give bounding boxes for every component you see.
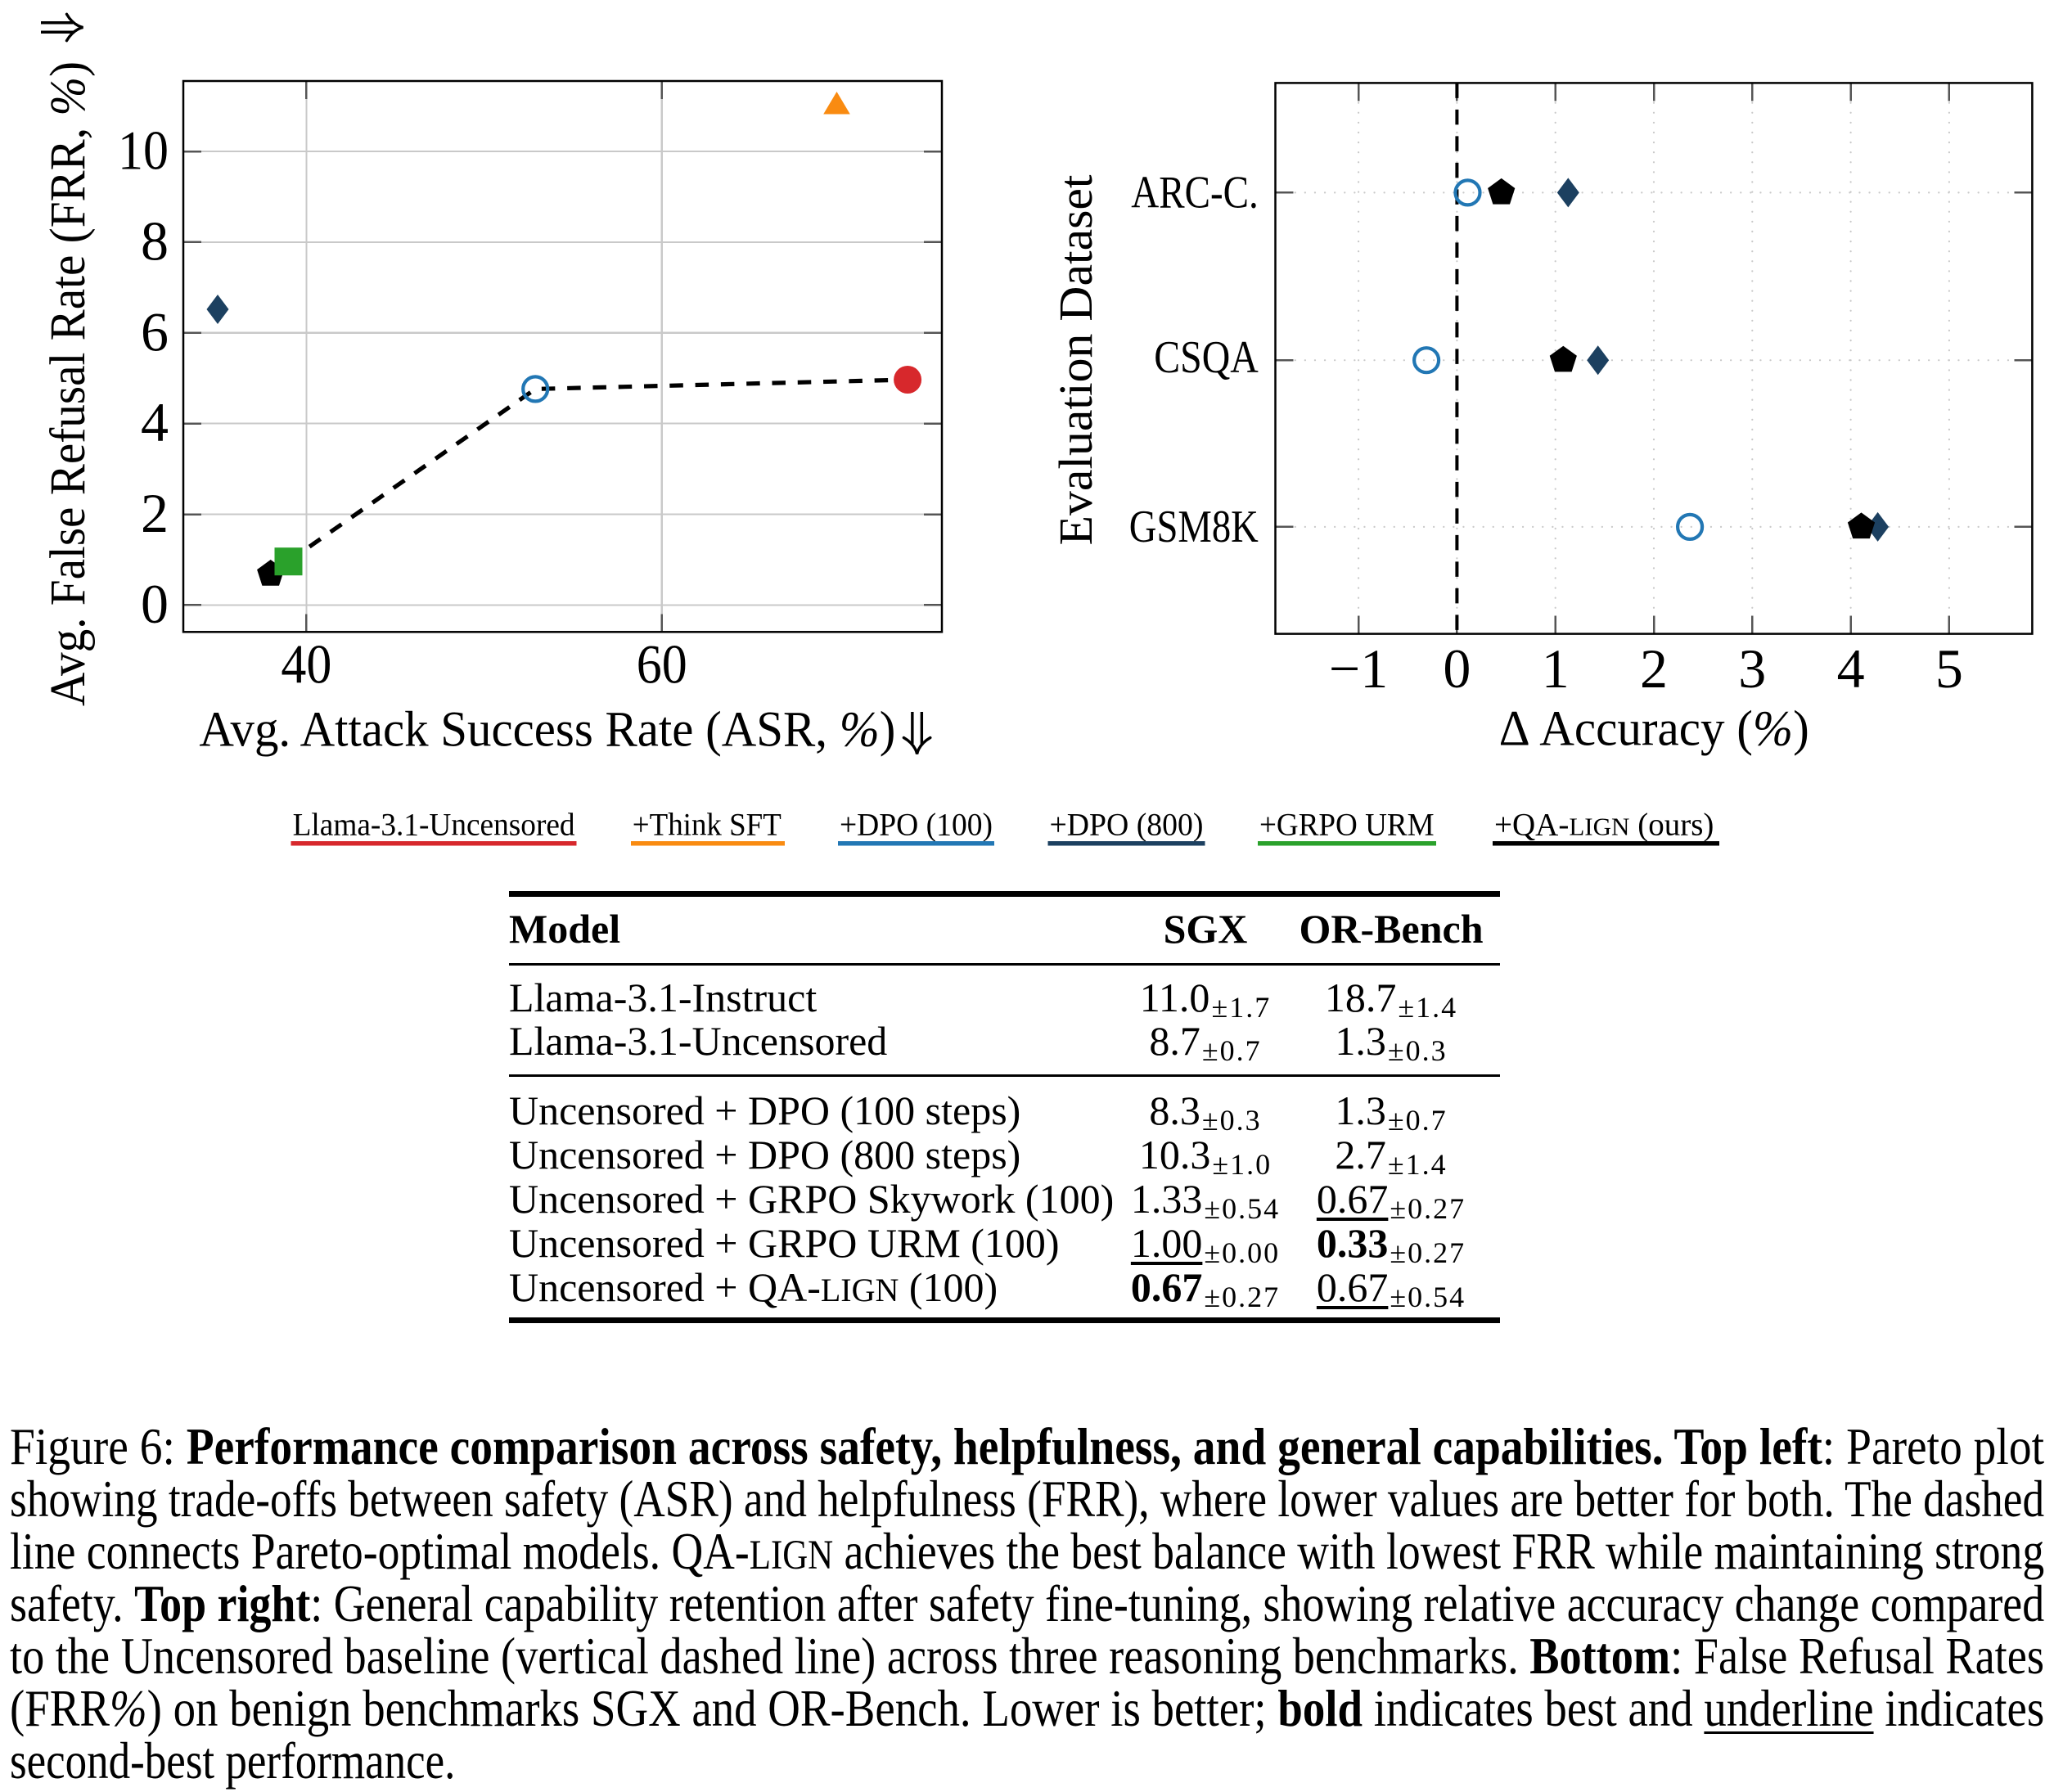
svg-text:0: 0 (1443, 637, 1471, 700)
svg-text:CSQA: CSQA (1154, 332, 1259, 383)
svg-text:+GRPO URM: +GRPO URM (1259, 808, 1435, 843)
svg-text:Evaluation Dataset: Evaluation Dataset (1049, 175, 1102, 546)
svg-text:0: 0 (141, 573, 169, 635)
svg-text:40: 40 (281, 633, 331, 696)
svg-text:Avg. Attack Success Rate (ASR,: Avg. Attack Success Rate (ASR, %) (199, 703, 895, 758)
svg-text:Llama-3.1-Uncensored: Llama-3.1-Uncensored (293, 808, 575, 843)
svg-text:GSM8K: GSM8K (1129, 502, 1259, 552)
svg-text:4: 4 (1837, 637, 1865, 700)
svg-text:1: 1 (1542, 637, 1570, 700)
svg-text:3: 3 (1738, 637, 1766, 700)
svg-text:8: 8 (141, 209, 169, 272)
svg-text:10: 10 (118, 119, 169, 182)
svg-text:Avg. False Refusal Rate (FRR,: Avg. False Refusal Rate (FRR, %) (41, 61, 96, 706)
svg-text:Δ Accuracy (%): Δ Accuracy (%) (1499, 701, 1809, 756)
svg-text:+DPO (100): +DPO (100) (840, 808, 993, 843)
svg-text:2: 2 (1640, 637, 1668, 700)
svg-text:+Think SFT: +Think SFT (633, 808, 782, 843)
svg-text:−1: −1 (1329, 637, 1388, 700)
svg-text:4: 4 (141, 391, 169, 453)
svg-text:+DPO (800): +DPO (800) (1050, 808, 1204, 843)
svg-text:2: 2 (141, 482, 169, 544)
svg-text:6: 6 (141, 300, 169, 362)
svg-text:5: 5 (1935, 637, 1963, 700)
svg-text:60: 60 (637, 633, 687, 696)
svg-text:ARC-C.: ARC-C. (1131, 167, 1259, 218)
svg-text:+QA-LIGN (ours): +QA-LIGN (ours) (1494, 808, 1714, 843)
